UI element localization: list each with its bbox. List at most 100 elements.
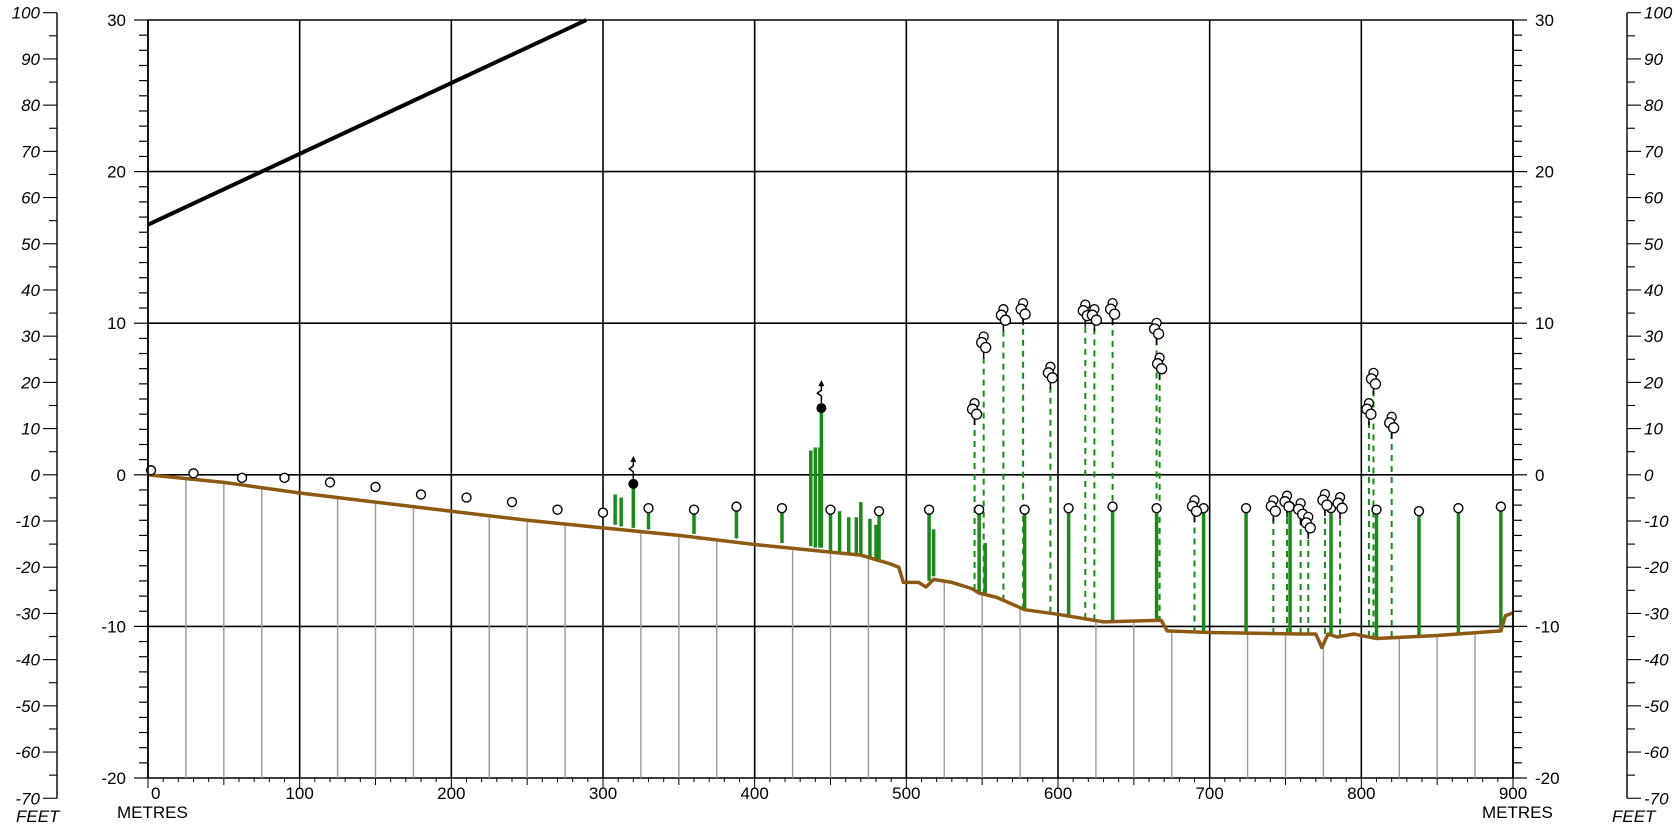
- feet-tick-label-right: 60: [1644, 189, 1663, 208]
- tree-icon-lobe: [1365, 408, 1377, 420]
- approach-light-marker: [776, 502, 788, 514]
- approach-light-marker: [1019, 504, 1030, 515]
- x-tick-label: 300: [589, 784, 617, 803]
- approach-light-marker: [1240, 502, 1252, 514]
- approach-light-marker: [370, 481, 381, 493]
- feet-tick-label-right: 0: [1644, 466, 1654, 485]
- approach-light-marker: [279, 472, 290, 484]
- approach-light-marker: [597, 507, 609, 518]
- y-tick-label-right: -20: [1535, 769, 1560, 788]
- y-tick-label-left: -20: [101, 769, 126, 788]
- approach-light-marker: [1107, 501, 1118, 512]
- feet-tick-label-right: 80: [1644, 96, 1663, 115]
- x-tick-label: 900: [1499, 784, 1527, 803]
- feet-unit-label-left: FEET: [16, 807, 61, 826]
- feet-tick-label-right: 40: [1644, 281, 1663, 300]
- feet-tick-label-left: -70: [15, 789, 40, 808]
- obstacle-stems: [613, 317, 1503, 639]
- approach-light-marker: [923, 504, 935, 515]
- x-unit-label-left: METRES: [117, 803, 188, 822]
- approach-light-marker: [1495, 501, 1507, 512]
- feet-tick-label-right: 90: [1644, 50, 1663, 69]
- approach-light-marker: [324, 477, 336, 488]
- feet-tick-label-right: 30: [1644, 327, 1663, 346]
- approach-light-marker: [973, 504, 985, 515]
- feet-tick-label-right: 20: [1643, 373, 1663, 392]
- tree-icon-lobe: [1090, 314, 1103, 326]
- tree-icon-lobe: [1283, 501, 1295, 513]
- feet-tick-label-left: -30: [15, 604, 40, 623]
- x-tick-label: 800: [1347, 784, 1375, 803]
- feet-tick-label-left: -40: [15, 651, 40, 670]
- major-grid: [147, 19, 1514, 779]
- approach-light-marker: [415, 489, 427, 500]
- tree-icon-lobe: [1108, 308, 1121, 320]
- feet-tick-label-left: 80: [21, 96, 40, 115]
- feet-tick-label-left: 50: [21, 235, 40, 254]
- feet-tick-label-left: 20: [20, 373, 40, 392]
- arrow-up-icon: [818, 380, 825, 387]
- x-tick-label: 200: [437, 784, 465, 803]
- tree-icon-lobe: [1388, 422, 1400, 434]
- tree-icon-lobe: [1321, 499, 1333, 511]
- tree-icon-lobe: [1304, 522, 1316, 534]
- y-tick-label-left: 0: [117, 466, 126, 485]
- lightning-icon: [628, 457, 635, 479]
- feet-tick-label-right: 50: [1644, 235, 1663, 254]
- feet-tick-label-left: 100: [12, 4, 41, 23]
- approach-light-marker: [1453, 502, 1464, 514]
- axes: [43, 12, 1641, 799]
- approach-light-marker: [731, 501, 742, 512]
- y-tick-label-left: 20: [107, 163, 126, 182]
- tower-marker: [628, 478, 639, 489]
- tree-icon-lobe: [1336, 502, 1348, 514]
- x-tick-label: 0: [151, 784, 160, 803]
- feet-tick-label-left: -60: [15, 743, 40, 762]
- x-tick-label: 600: [1044, 784, 1072, 803]
- y-tick-label-left: -10: [101, 617, 126, 636]
- y-tick-label-right: -10: [1535, 617, 1560, 636]
- tree-icon-lobe: [999, 314, 1012, 326]
- terrain-line: [147, 473, 1514, 650]
- feet-tick-label-left: 40: [21, 281, 40, 300]
- feet-tick-label-left: 30: [21, 327, 40, 346]
- obstacle-markers: [145, 297, 1507, 539]
- terrain-profile: [147, 473, 1514, 650]
- y-tick-label-left: 10: [107, 314, 126, 333]
- approach-light-marker: [188, 468, 199, 479]
- tree-icon-lobe: [1369, 378, 1382, 390]
- approach-light-marker: [461, 492, 472, 503]
- approach-light-marker: [688, 504, 700, 515]
- y-tick-label-left: 30: [107, 11, 126, 30]
- feet-tick-label-left: -50: [15, 697, 40, 716]
- y-tick-label-right: 30: [1535, 11, 1554, 30]
- feet-tick-label-left: 10: [21, 420, 40, 439]
- lightning-icon: [816, 382, 823, 404]
- approach-light-marker: [1413, 505, 1425, 517]
- y-tick-label-right: 10: [1535, 314, 1554, 333]
- arrow-up-icon: [630, 455, 637, 462]
- tree-icon-lobe: [1190, 505, 1203, 517]
- approach-light-marker: [1063, 502, 1074, 514]
- feet-tick-label-right: -10: [1644, 512, 1669, 531]
- feet-tick-label-right: -50: [1644, 697, 1669, 716]
- y-tick-label-right: 0: [1535, 466, 1544, 485]
- x-unit-label-right: METRES: [1482, 803, 1553, 822]
- feet-tick-label-left: -20: [15, 558, 40, 577]
- x-tick-label: 500: [892, 784, 920, 803]
- feet-tick-label-right: -40: [1644, 651, 1669, 670]
- x-tick-label: 100: [285, 784, 313, 803]
- tree-icon-lobe: [1155, 363, 1168, 375]
- tree-icon-lobe: [1019, 308, 1031, 320]
- feet-tick-label-left: 60: [21, 189, 40, 208]
- feet-tick-label-right: -30: [1644, 604, 1669, 623]
- feet-tick-label-left: 0: [31, 466, 41, 485]
- feet-tick-label-right: -70: [1644, 789, 1669, 808]
- approach-light-marker: [236, 472, 248, 484]
- x-tick-label: 400: [740, 784, 768, 803]
- feet-tick-label-left: 70: [21, 142, 40, 161]
- approach-light-marker: [1151, 502, 1162, 514]
- approach-light-marker: [506, 496, 518, 508]
